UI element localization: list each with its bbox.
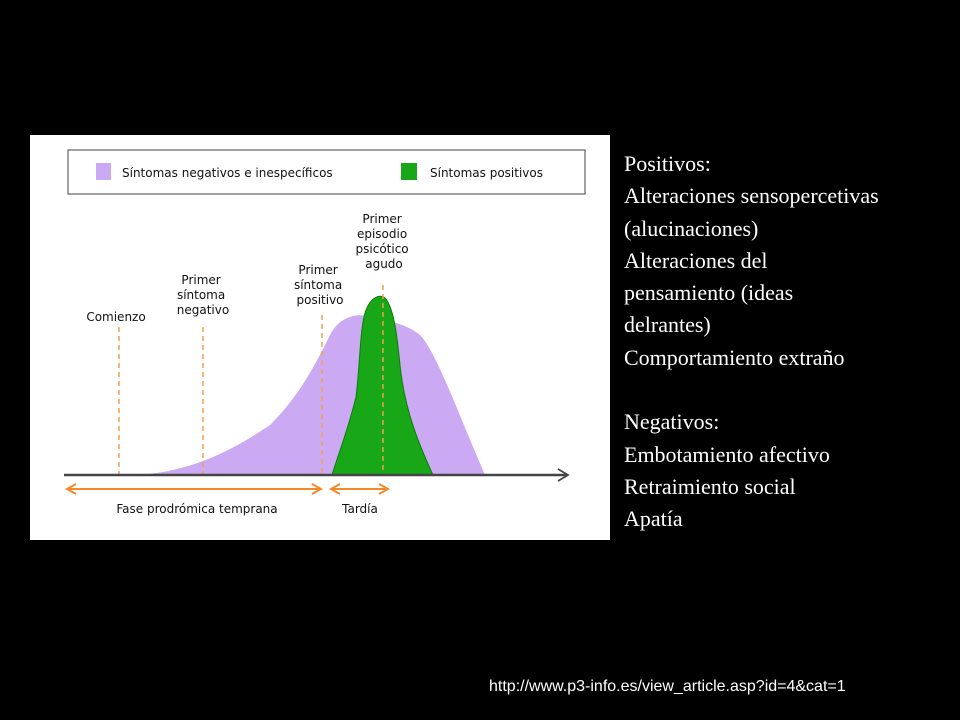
- negativos-item: Apatía: [624, 506, 683, 532]
- negative-symptoms-curve: [140, 315, 485, 475]
- marker-label-primer-positivo: Primer síntoma positivo: [294, 263, 346, 307]
- marker-label-primer-negativo: Primer síntoma negativo: [177, 273, 229, 317]
- legend-label-negative: Síntomas negativos e inespecíficos: [122, 166, 333, 180]
- section-spacer: [624, 374, 954, 406]
- legend-box: [67, 149, 586, 195]
- positivos-item: pensamiento (ideas: [624, 280, 794, 306]
- legend-swatch-positive: [401, 163, 417, 180]
- positivos-item: (alucinaciones): [624, 215, 759, 241]
- negativos-item: Embotamiento afectivo: [624, 441, 830, 467]
- positivos-heading: Positivos:: [624, 151, 711, 176]
- phase-label-early: Fase prodrómica temprana: [116, 502, 277, 516]
- negativos-heading: Negativos:: [624, 409, 720, 435]
- positivos-item: Comportamiento extraño: [624, 344, 845, 370]
- phase-label-late: Tardía: [341, 502, 378, 516]
- legend-label-positive: Síntomas positivos: [430, 166, 543, 180]
- onset-diagram-figure: Síntomas negativos e inespecíficos Sínto…: [30, 135, 610, 540]
- positivos-item: delrantes): [624, 312, 711, 338]
- phase-arrow-late: [328, 483, 391, 495]
- onset-diagram: Síntomas negativos e inespecíficos Sínto…: [64, 149, 586, 516]
- marker-label-primer-episodio: Primer episodio psicótico agudo: [356, 212, 413, 271]
- source-url-link[interactable]: http://www.p3-info.es/view_article.asp?i…: [489, 678, 846, 695]
- phase-arrow-early: [64, 483, 324, 495]
- marker-label-comienzo: Comienzo: [86, 310, 145, 324]
- legend-swatch-negative: [96, 163, 111, 180]
- time-axis-arrowhead: [557, 468, 570, 482]
- positivos-item: Alteraciones del: [624, 247, 768, 273]
- positivos-item: Alteraciones sensopercetivas: [624, 183, 879, 209]
- symptom-description-text: Positivos: Alteraciones sensopercetivas …: [624, 148, 954, 536]
- negativos-item: Retraimiento social: [624, 473, 796, 499]
